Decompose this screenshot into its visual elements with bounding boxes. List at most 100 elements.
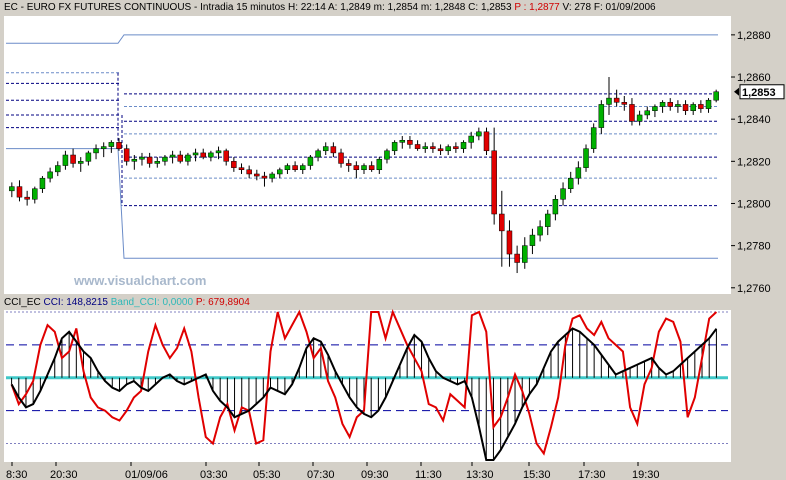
candle-body[interactable]: [77, 161, 84, 164]
candle-body[interactable]: [698, 104, 704, 109]
candle-body[interactable]: [445, 146, 451, 152]
candle-body[interactable]: [713, 91, 719, 101]
candle-body[interactable]: [552, 199, 559, 215]
candle-body[interactable]: [261, 175, 268, 179]
candle-body[interactable]: [598, 104, 605, 128]
candle-body[interactable]: [215, 150, 222, 154]
candle-body[interactable]: [9, 186, 15, 192]
candle-body[interactable]: [338, 152, 344, 164]
candle-body[interactable]: [139, 156, 145, 160]
candle-body[interactable]: [583, 148, 589, 168]
candle-body[interactable]: [300, 165, 306, 171]
candle-body[interactable]: [652, 106, 658, 111]
candle-body[interactable]: [667, 102, 673, 107]
candle-body[interactable]: [330, 146, 337, 154]
candle-body[interactable]: [514, 253, 520, 263]
candle-body[interactable]: [55, 165, 61, 173]
candle-body[interactable]: [154, 161, 161, 164]
candle-body[interactable]: [192, 152, 199, 156]
candle-body[interactable]: [430, 146, 436, 149]
candle-body[interactable]: [292, 165, 298, 171]
candle-body[interactable]: [16, 186, 23, 198]
candle-body[interactable]: [613, 97, 620, 103]
cci-series-cci[interactable]: [10, 327, 718, 461]
candle-body[interactable]: [116, 142, 122, 149]
candle-body[interactable]: [322, 146, 329, 152]
candle-body[interactable]: [391, 142, 398, 152]
candle-body[interactable]: [231, 161, 237, 168]
candle-body[interactable]: [705, 99, 712, 109]
y-tick-label: 1,2760: [737, 283, 771, 295]
candle-body[interactable]: [146, 156, 153, 164]
candle-body[interactable]: [376, 158, 383, 171]
candle-body[interactable]: [460, 142, 467, 149]
candle-body[interactable]: [675, 104, 681, 107]
candle-body[interactable]: [131, 158, 138, 162]
candle-body[interactable]: [269, 173, 275, 179]
candle-body[interactable]: [522, 245, 528, 263]
candle-body[interactable]: [384, 150, 390, 160]
candle-body[interactable]: [407, 139, 413, 145]
candle-body[interactable]: [690, 104, 696, 111]
candle-body[interactable]: [575, 167, 582, 179]
candle-body[interactable]: [62, 154, 69, 166]
price-plot-area[interactable]: [4, 16, 731, 294]
candle-body[interactable]: [544, 213, 551, 227]
candle-body[interactable]: [437, 148, 444, 152]
candle-body[interactable]: [361, 165, 367, 171]
candle-body[interactable]: [414, 144, 421, 149]
candle-body[interactable]: [307, 156, 314, 166]
candle-body[interactable]: [567, 177, 574, 189]
candle-body[interactable]: [499, 213, 505, 232]
candle-body[interactable]: [47, 171, 53, 179]
candle-body[interactable]: [491, 150, 497, 215]
candle-body[interactable]: [399, 139, 406, 143]
candle-body[interactable]: [100, 146, 107, 149]
candle-body[interactable]: [682, 104, 689, 111]
candle-body[interactable]: [162, 156, 168, 162]
candle-body[interactable]: [529, 234, 536, 246]
candle-body[interactable]: [659, 102, 666, 107]
candle-body[interactable]: [223, 150, 229, 162]
candle-body[interactable]: [169, 154, 176, 158]
candle-body[interactable]: [468, 135, 474, 143]
candle-body[interactable]: [453, 146, 459, 149]
candle-body[interactable]: [32, 188, 38, 200]
candle-body[interactable]: [185, 154, 191, 162]
candle-body[interactable]: [636, 114, 643, 122]
candle-body[interactable]: [483, 131, 490, 152]
candle-body[interactable]: [177, 154, 184, 162]
candle-body[interactable]: [85, 152, 92, 162]
candle-body[interactable]: [93, 148, 99, 154]
candle-body[interactable]: [422, 146, 428, 149]
candle-body[interactable]: [315, 150, 321, 158]
candle-body[interactable]: [368, 165, 375, 171]
candle-body[interactable]: [606, 97, 612, 105]
candle-body[interactable]: [208, 152, 214, 158]
candle-body[interactable]: [24, 196, 30, 200]
candle-body[interactable]: [123, 148, 130, 162]
candle-body[interactable]: [629, 104, 635, 122]
candle-body[interactable]: [39, 177, 46, 189]
candle-body[interactable]: [560, 188, 566, 200]
cci-plot-area[interactable]: [4, 310, 731, 462]
candle-body[interactable]: [108, 142, 115, 147]
candle-body[interactable]: [476, 131, 482, 137]
candle-body[interactable]: [284, 165, 291, 171]
candle-body[interactable]: [200, 152, 206, 158]
candle-body[interactable]: [537, 226, 543, 236]
candle-body[interactable]: [254, 173, 260, 177]
candle-body[interactable]: [238, 167, 245, 171]
candle-body[interactable]: [644, 110, 651, 116]
candle-body[interactable]: [70, 154, 76, 164]
candle-body[interactable]: [590, 127, 597, 149]
candle-body[interactable]: [345, 163, 352, 166]
candle-body[interactable]: [353, 165, 360, 171]
candle-body[interactable]: [277, 169, 283, 175]
candle-body[interactable]: [246, 169, 252, 175]
candle-body[interactable]: [621, 102, 628, 105]
l-value: 1,2848: [434, 2, 466, 13]
candle-body[interactable]: [506, 230, 513, 255]
cci-series-p[interactable]: [10, 309, 718, 456]
